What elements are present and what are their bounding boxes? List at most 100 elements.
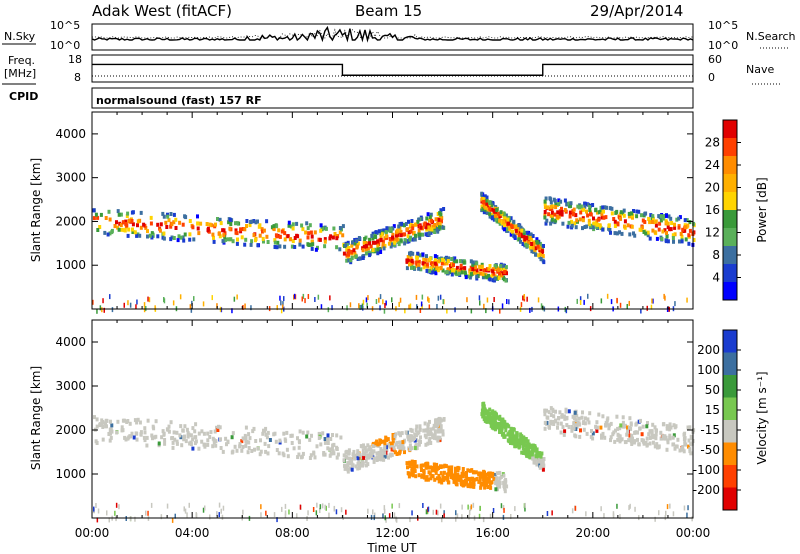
data-cell <box>239 227 243 232</box>
data-cell <box>354 464 358 469</box>
data-cell <box>406 258 409 263</box>
data-cell <box>528 450 532 455</box>
data-cell <box>488 420 492 425</box>
data-cell <box>412 265 416 270</box>
data-cell <box>634 506 636 512</box>
data-cell <box>422 469 426 473</box>
data-cell <box>447 465 451 470</box>
data-cell <box>519 239 522 244</box>
data-cell <box>329 437 333 441</box>
data-cell <box>496 211 500 216</box>
data-cell <box>119 212 123 217</box>
data-cell <box>187 432 191 437</box>
data-cell <box>496 215 500 219</box>
data-cell <box>661 229 665 234</box>
data-cell <box>406 234 410 239</box>
data-cell <box>121 418 125 423</box>
data-cell <box>384 303 386 308</box>
data-cell <box>519 230 523 235</box>
colorbar-segment <box>723 397 737 421</box>
data-cell <box>643 211 647 216</box>
data-cell <box>472 270 476 275</box>
data-cell <box>380 232 384 237</box>
data-cell <box>375 458 379 462</box>
data-cell <box>209 514 211 520</box>
data-cell <box>109 419 112 424</box>
data-cell <box>521 443 525 448</box>
data-cell <box>561 425 565 430</box>
noise-panel: N.Sky 10^5 10^0 10^5 10^0 N.Search <box>2 19 796 52</box>
data-cell <box>582 420 586 425</box>
data-cell <box>536 244 540 249</box>
data-cell <box>657 444 661 449</box>
data-cell <box>379 305 381 311</box>
data-cell <box>509 216 513 221</box>
data-cell <box>501 417 505 422</box>
data-cell <box>439 471 443 476</box>
data-cell <box>377 229 381 234</box>
data-cell <box>493 209 497 214</box>
data-cell <box>439 208 443 213</box>
data-cell <box>400 445 404 450</box>
noise-sky-label: N.Sky <box>4 30 36 43</box>
data-cell <box>362 240 366 245</box>
data-cell <box>202 431 206 436</box>
data-cell <box>431 263 435 268</box>
data-cell <box>540 451 544 456</box>
data-cell <box>602 215 606 220</box>
data-cell <box>417 442 421 447</box>
data-cell <box>485 308 487 314</box>
data-cell <box>581 410 584 415</box>
data-cell <box>596 210 599 215</box>
data-cell <box>472 262 476 267</box>
data-cell <box>415 255 419 260</box>
colorbar-segment <box>723 120 737 139</box>
data-cell <box>410 437 413 442</box>
data-cell <box>498 414 502 419</box>
data-cell <box>519 435 523 440</box>
data-cell <box>229 237 233 242</box>
data-cell <box>135 304 137 310</box>
data-cell <box>157 441 161 446</box>
data-cell <box>440 261 444 266</box>
data-cell <box>321 503 324 509</box>
data-cell <box>414 233 417 238</box>
data-cell <box>503 420 507 425</box>
data-cell <box>320 304 323 310</box>
data-cell <box>557 202 561 206</box>
data-cell <box>533 448 537 453</box>
data-cell <box>439 212 443 217</box>
data-cell <box>489 411 493 416</box>
data-cell <box>272 432 276 437</box>
data-cell <box>335 236 339 241</box>
data-cell <box>647 216 651 221</box>
data-cell <box>171 440 175 445</box>
data-cell <box>526 445 530 450</box>
data-cell <box>390 452 394 457</box>
data-cell <box>621 424 625 429</box>
noise-sky-trace <box>91 25 694 43</box>
data-cell <box>109 294 111 300</box>
data-cell <box>126 233 130 238</box>
data-cell <box>626 304 628 309</box>
data-cell <box>125 214 129 218</box>
data-cell <box>252 219 256 223</box>
data-cell <box>184 508 187 514</box>
data-cell <box>357 256 361 261</box>
data-cell <box>435 476 439 481</box>
data-cell <box>254 220 258 225</box>
data-cell <box>497 422 501 426</box>
data-cell <box>284 503 287 509</box>
data-cell <box>406 227 409 232</box>
data-cell <box>426 428 430 433</box>
data-cell <box>127 435 131 440</box>
data-cell <box>136 219 140 224</box>
data-cell <box>630 224 634 229</box>
data-cell <box>438 438 442 443</box>
data-cell <box>429 465 433 470</box>
data-cell <box>499 308 501 314</box>
data-cell <box>131 230 135 234</box>
data-cell <box>614 428 617 433</box>
data-cell <box>429 427 433 432</box>
data-cell <box>315 444 319 449</box>
